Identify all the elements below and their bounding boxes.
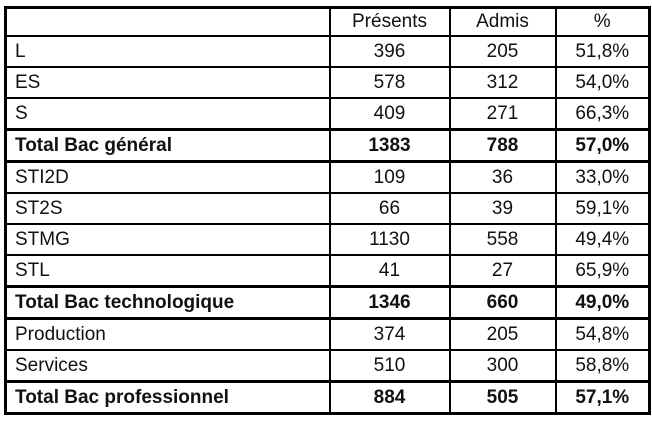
table-row-total-general: Total Bac général 1383 788 57,0% <box>4 128 651 163</box>
admis-cell: 36 <box>448 160 557 194</box>
admis-cell: 27 <box>448 254 557 288</box>
pct-cell: 33,0% <box>554 160 651 194</box>
header-cell-admis: Admis <box>448 6 557 37</box>
presents-cell: 1130 <box>328 223 451 256</box>
admis-cell: 205 <box>448 35 557 68</box>
row-label-cell: ES <box>4 66 331 99</box>
header-cell-presents: Présents <box>328 6 451 37</box>
row-label-cell: ST2S <box>4 192 331 225</box>
row-label-cell: STMG <box>4 223 331 256</box>
presents-cell: 1383 <box>328 128 451 163</box>
row-label-cell: L <box>4 35 331 68</box>
header-cell-pct: % <box>554 6 651 37</box>
presents-cell: 578 <box>328 66 451 99</box>
pct-cell: 65,9% <box>554 254 651 288</box>
pct-cell: 57,0% <box>554 128 651 163</box>
row-label-cell: Production <box>4 317 331 351</box>
table-row: STI2D 109 36 33,0% <box>4 160 651 194</box>
table-row: S 409 271 66,3% <box>4 97 651 131</box>
table-row: STL 41 27 65,9% <box>4 254 651 288</box>
header-row: Présents Admis % <box>4 6 651 37</box>
row-label-cell: Services <box>4 349 331 383</box>
presents-cell: 66 <box>328 192 451 225</box>
pct-cell: 66,3% <box>554 97 651 131</box>
bac-results-table: Présents Admis % L 396 205 51,8% ES 578 … <box>4 6 651 415</box>
table-row: ES 578 312 54,0% <box>4 66 651 99</box>
row-label-cell: S <box>4 97 331 131</box>
pct-cell: 57,1% <box>554 380 651 415</box>
pct-cell: 49,0% <box>554 285 651 320</box>
admis-cell: 660 <box>448 285 557 320</box>
table-row: Services 510 300 58,8% <box>4 349 651 383</box>
presents-cell: 409 <box>328 97 451 131</box>
presents-cell: 1346 <box>328 285 451 320</box>
admis-cell: 788 <box>448 128 557 163</box>
pct-cell: 58,8% <box>554 349 651 383</box>
table-row-total-technologique: Total Bac technologique 1346 660 49,0% <box>4 285 651 320</box>
results-table-container: Présents Admis % L 396 205 51,8% ES 578 … <box>4 6 651 415</box>
pct-cell: 54,0% <box>554 66 651 99</box>
admis-cell: 300 <box>448 349 557 383</box>
row-label-cell: Total Bac professionnel <box>4 380 331 415</box>
presents-cell: 884 <box>328 380 451 415</box>
row-label-cell: STL <box>4 254 331 288</box>
admis-cell: 205 <box>448 317 557 351</box>
header-cell-empty <box>4 6 331 37</box>
pct-cell: 54,8% <box>554 317 651 351</box>
admis-cell: 271 <box>448 97 557 131</box>
table-row: STMG 1130 558 49,4% <box>4 223 651 256</box>
admis-cell: 39 <box>448 192 557 225</box>
presents-cell: 396 <box>328 35 451 68</box>
admis-cell: 558 <box>448 223 557 256</box>
presents-cell: 109 <box>328 160 451 194</box>
row-label-cell: Total Bac technologique <box>4 285 331 320</box>
pct-cell: 59,1% <box>554 192 651 225</box>
table-row-total-professionnel: Total Bac professionnel 884 505 57,1% <box>4 380 651 415</box>
admis-cell: 505 <box>448 380 557 415</box>
row-label-cell: Total Bac général <box>4 128 331 163</box>
presents-cell: 374 <box>328 317 451 351</box>
table-row: L 396 205 51,8% <box>4 35 651 68</box>
table-row: ST2S 66 39 59,1% <box>4 192 651 225</box>
admis-cell: 312 <box>448 66 557 99</box>
presents-cell: 510 <box>328 349 451 383</box>
presents-cell: 41 <box>328 254 451 288</box>
pct-cell: 51,8% <box>554 35 651 68</box>
table-row: Production 374 205 54,8% <box>4 317 651 351</box>
pct-cell: 49,4% <box>554 223 651 256</box>
row-label-cell: STI2D <box>4 160 331 194</box>
